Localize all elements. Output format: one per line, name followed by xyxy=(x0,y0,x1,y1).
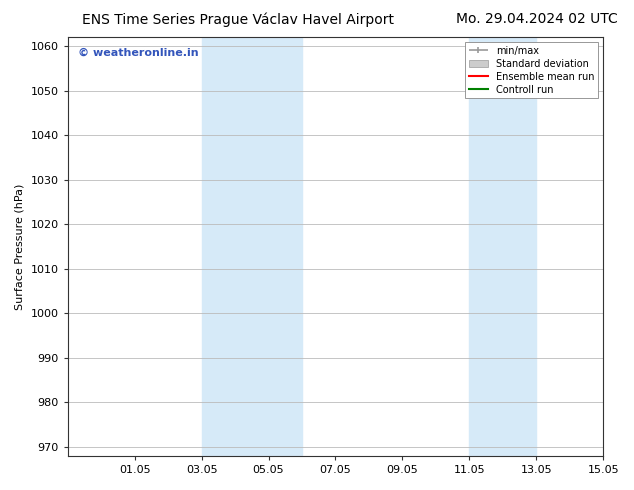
Legend: min/max, Standard deviation, Ensemble mean run, Controll run: min/max, Standard deviation, Ensemble me… xyxy=(465,42,598,98)
Text: Mo. 29.04.2024 02 UTC: Mo. 29.04.2024 02 UTC xyxy=(456,12,618,26)
Text: ENS Time Series Prague Václav Havel Airport: ENS Time Series Prague Václav Havel Airp… xyxy=(82,12,394,27)
Y-axis label: Surface Pressure (hPa): Surface Pressure (hPa) xyxy=(15,183,25,310)
Bar xyxy=(202,37,302,456)
Bar xyxy=(469,37,536,456)
Text: © weatheronline.in: © weatheronline.in xyxy=(79,48,199,57)
